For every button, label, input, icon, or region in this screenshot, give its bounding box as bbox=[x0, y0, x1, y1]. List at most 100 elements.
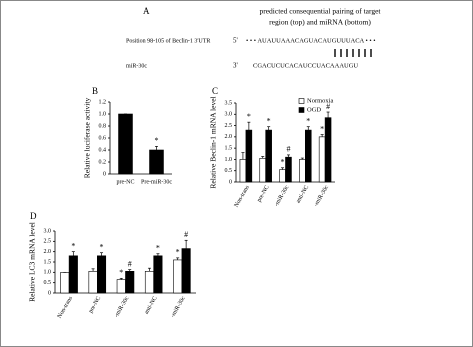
y-tick-label: 2.5 bbox=[225, 123, 233, 129]
bar bbox=[285, 156, 292, 183]
bar bbox=[68, 255, 78, 294]
panel-label: C bbox=[212, 86, 218, 96]
y-tick-label: 2.0 bbox=[44, 249, 52, 255]
bar bbox=[153, 255, 163, 294]
y-tick-label: 2.0 bbox=[225, 134, 233, 140]
pairing-lines bbox=[334, 49, 372, 57]
y-tick-label: 3.5 bbox=[225, 100, 233, 106]
error-bar bbox=[267, 126, 271, 131]
y-tick-label: 1.5 bbox=[225, 146, 233, 152]
y-tick-label: 3.0 bbox=[44, 228, 52, 234]
error-bar bbox=[286, 154, 290, 158]
bar bbox=[299, 159, 306, 183]
mirna-end: 3' bbox=[233, 62, 238, 70]
target-end: 5' bbox=[233, 37, 238, 45]
error-bar bbox=[119, 277, 123, 280]
bar bbox=[259, 158, 267, 183]
bar bbox=[60, 272, 70, 294]
error-bar bbox=[300, 157, 304, 160]
bar bbox=[88, 270, 98, 294]
y-tick-label: 0.6 bbox=[99, 135, 107, 141]
error-bar bbox=[128, 269, 132, 272]
significance-marker: * bbox=[155, 136, 159, 145]
error-bar bbox=[147, 267, 151, 272]
panel-label: D bbox=[30, 211, 37, 221]
y-tick-label: 0.2 bbox=[99, 159, 107, 165]
error-bar bbox=[184, 239, 188, 249]
y-tick-label: 0 bbox=[103, 171, 106, 177]
error-bar bbox=[91, 268, 95, 272]
error-bar bbox=[306, 126, 310, 131]
y-tick-label: 3.0 bbox=[225, 112, 233, 118]
error-bar bbox=[261, 156, 265, 159]
bar bbox=[173, 259, 183, 294]
error-bar bbox=[241, 152, 245, 160]
y-tick-label: 0 bbox=[48, 290, 51, 296]
caption: region (top) and miRNA (bottom) bbox=[269, 18, 371, 27]
significance-marker: * bbox=[71, 241, 75, 250]
significance-marker: * bbox=[267, 117, 271, 126]
bar bbox=[245, 129, 253, 183]
y-tick-label: 2.5 bbox=[44, 239, 52, 245]
significance-marker: * bbox=[247, 112, 251, 121]
error-bar bbox=[156, 253, 160, 256]
target-label: Position 98-105 of Beclin-1 3'UTR bbox=[126, 37, 210, 44]
y-tick-label: 1.0 bbox=[44, 270, 52, 276]
y-tick-label: 0.8 bbox=[99, 123, 107, 129]
significance-marker: * bbox=[320, 124, 324, 133]
y-tick-label: 1.5 bbox=[44, 259, 52, 265]
error-bar bbox=[326, 111, 330, 118]
x-tick-label: Pre-miR-30c bbox=[141, 179, 172, 185]
y-axis-label: Relative LC3 mRNA level bbox=[28, 222, 37, 302]
bar bbox=[125, 270, 135, 294]
significance-marker: * bbox=[156, 244, 160, 253]
legend-swatch bbox=[298, 107, 305, 113]
error-bar bbox=[176, 257, 180, 260]
mirna-seq: CGACUCUCACAUCCUACAAAUGU bbox=[253, 62, 358, 69]
significance-marker: * bbox=[100, 243, 104, 252]
y-tick-label: 1.0 bbox=[99, 111, 107, 117]
legend-label: OGD bbox=[307, 106, 321, 113]
significance-marker: * bbox=[306, 117, 310, 126]
significance-marker: # bbox=[128, 259, 132, 268]
error-bar bbox=[100, 252, 104, 256]
x-tick-label: pre-NC bbox=[117, 179, 135, 185]
significance-marker: # bbox=[326, 102, 330, 111]
y-tick-label: 1.0 bbox=[225, 157, 233, 163]
error-bar bbox=[281, 167, 285, 170]
significance-marker: * bbox=[281, 158, 285, 167]
y-tick-label: 0.5 bbox=[44, 280, 52, 286]
panel-label: A bbox=[143, 6, 150, 16]
y-tick-label: 0.5 bbox=[225, 168, 233, 174]
panel-label: B bbox=[92, 86, 98, 96]
error-bar bbox=[155, 146, 158, 150]
significance-marker: # bbox=[286, 145, 290, 154]
error-bar bbox=[71, 251, 75, 256]
bar bbox=[181, 248, 191, 294]
bar bbox=[118, 113, 133, 175]
bar bbox=[116, 279, 126, 294]
mirna-label: miR-30c bbox=[126, 63, 147, 69]
significance-marker: * bbox=[176, 248, 180, 257]
legend-swatch bbox=[298, 98, 305, 104]
y-tick-label: 1.2 bbox=[99, 99, 107, 105]
y-tick-label: 0.4 bbox=[99, 147, 107, 153]
caption: predicted consequential pairing of targe… bbox=[259, 7, 381, 16]
significance-marker: * bbox=[119, 268, 123, 277]
significance-marker: # bbox=[184, 230, 188, 239]
bar bbox=[279, 169, 286, 183]
error-bar bbox=[320, 134, 324, 137]
bar bbox=[149, 149, 164, 175]
bar bbox=[97, 255, 107, 294]
y-tick-label: 0 bbox=[229, 179, 232, 185]
target-seq: • • • AUAUUAAACAGUACAUGUUUACA • • • bbox=[246, 37, 376, 44]
bar bbox=[265, 129, 272, 183]
y-axis-label: Relative Beclin-1 mRNA level bbox=[209, 96, 218, 188]
bar bbox=[318, 136, 326, 183]
legend-label: Normoxia bbox=[307, 97, 333, 104]
error-bar bbox=[247, 121, 251, 131]
bar bbox=[304, 129, 312, 183]
bar bbox=[239, 159, 247, 183]
